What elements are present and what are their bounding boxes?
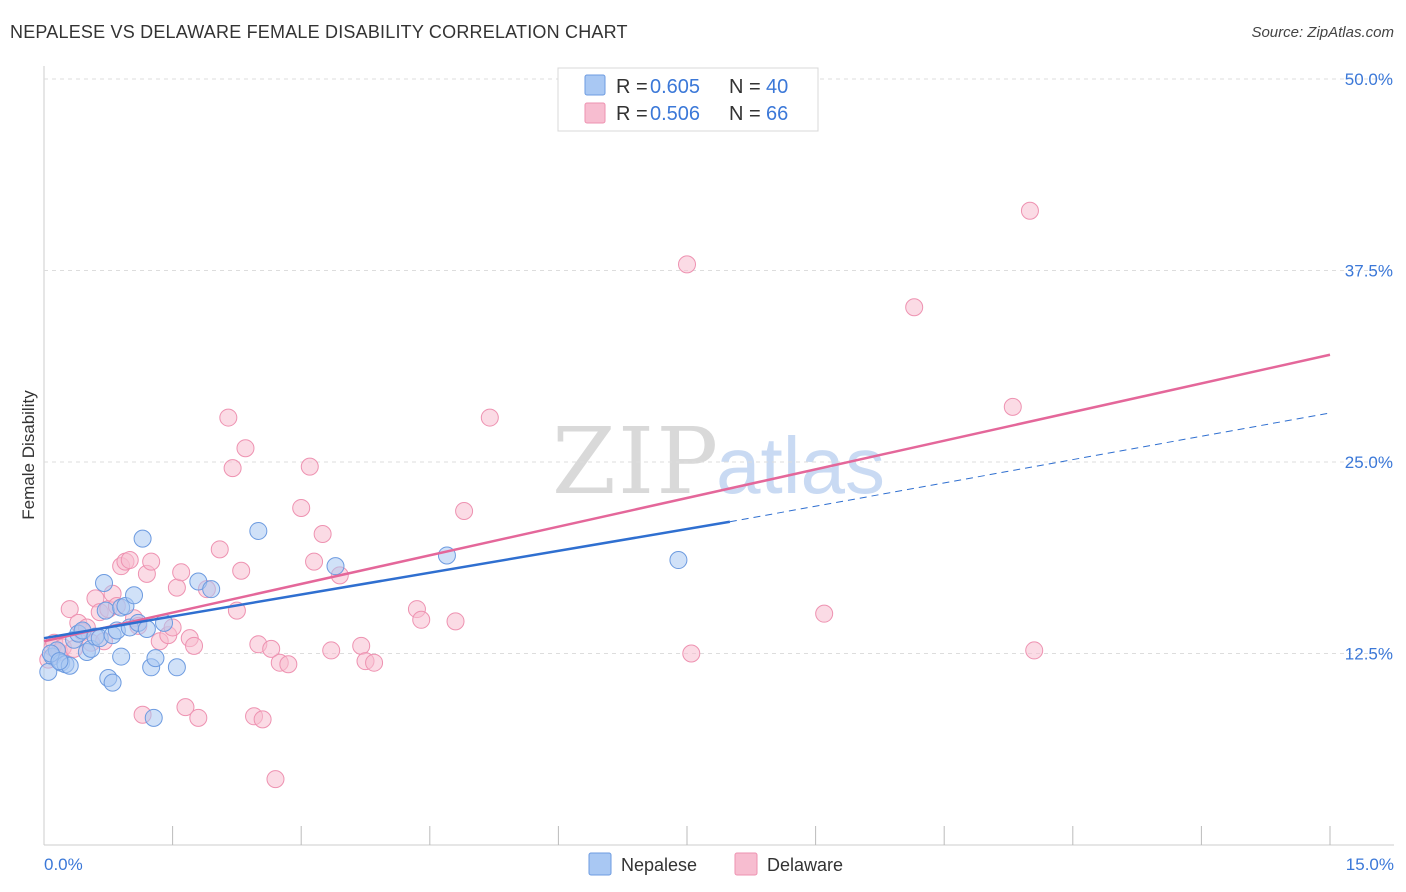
legend-n-label-nepalese: N = <box>729 76 761 98</box>
legend-r-label-delaware: R = <box>616 103 648 125</box>
nepalese-point <box>50 652 69 671</box>
nepalese-point <box>144 708 163 727</box>
legend-swatch-delaware <box>584 102 606 124</box>
nepalese-point <box>326 557 345 576</box>
y-axis-title: Female Disability <box>19 390 38 520</box>
delaware-point <box>292 498 311 517</box>
delaware-point <box>236 439 255 458</box>
y-tick-label: 12.5% <box>1345 645 1393 664</box>
delaware-point <box>1025 641 1044 660</box>
delaware-point <box>455 502 474 521</box>
series-legend-label-nepalese: Nepalese <box>621 855 697 875</box>
legend: R = 0.605 N = 40 R = 0.506 N = 66 <box>557 67 819 132</box>
nepalese-point <box>146 649 165 668</box>
delaware-point <box>172 563 191 582</box>
delaware-points <box>39 201 1044 789</box>
delaware-point <box>1020 201 1039 220</box>
y-axis-tick-labels: 12.5% 25.0% 37.5% 50.0% <box>1345 70 1393 664</box>
nepalese-point <box>133 529 152 548</box>
delaware-point <box>480 408 499 427</box>
delaware-point <box>305 552 324 571</box>
y-tick-label: 37.5% <box>1345 262 1393 281</box>
delaware-point <box>167 578 186 597</box>
chart-source: Source: ZipAtlas.com <box>1251 24 1394 41</box>
legend-r-value-nepalese: 0.605 <box>650 76 700 98</box>
legend-r-value-delaware: 0.506 <box>650 103 700 125</box>
delaware-point <box>279 655 298 674</box>
delaware-trend-line <box>43 353 1331 643</box>
delaware-point <box>905 298 924 317</box>
delaware-point <box>185 636 204 655</box>
nepalese-point <box>249 521 268 540</box>
delaware-point <box>682 644 701 663</box>
nepalese-point <box>95 574 114 593</box>
series-legend-swatch-delaware <box>734 852 758 876</box>
x-tick-label-max: 15.0% <box>1346 855 1394 874</box>
delaware-point <box>210 540 229 559</box>
nepalese-points <box>39 521 688 727</box>
legend-n-value-nepalese: 40 <box>766 76 788 98</box>
delaware-point <box>446 612 465 631</box>
delaware-point <box>300 457 319 476</box>
x-axis-ticks <box>172 826 1331 845</box>
delaware-point <box>266 770 285 789</box>
watermark-atlas: atlas <box>716 421 885 510</box>
nepalese-point <box>112 647 131 666</box>
y-tick-label: 50.0% <box>1345 70 1393 89</box>
delaware-point <box>262 639 281 658</box>
delaware-point <box>1003 397 1022 416</box>
x-tick-label-min: 0.0% <box>44 855 83 874</box>
nepalese-point <box>103 673 122 692</box>
delaware-point <box>142 552 161 571</box>
delaware-point <box>223 459 242 478</box>
delaware-point <box>322 641 341 660</box>
nepalese-trend-line <box>43 520 731 640</box>
delaware-point <box>176 698 195 717</box>
legend-n-label-delaware: N = <box>729 103 761 125</box>
nepalese-point <box>125 586 144 605</box>
nepalese-point <box>202 580 221 599</box>
delaware-point <box>313 525 332 544</box>
trend-lines <box>43 353 1331 643</box>
series-legend-swatch-nepalese <box>588 852 612 876</box>
delaware-point <box>365 653 384 672</box>
delaware-point <box>678 255 696 274</box>
delaware-point <box>412 610 431 629</box>
chart-title: NEPALESE VS DELAWARE FEMALE DISABILITY C… <box>10 22 628 42</box>
delaware-point <box>219 408 238 427</box>
delaware-point <box>232 561 251 580</box>
nepalese-point <box>39 662 58 681</box>
delaware-point <box>60 600 79 619</box>
delaware-point <box>352 636 371 655</box>
delaware-point <box>189 708 208 727</box>
nepalese-point <box>137 619 156 638</box>
legend-n-value-delaware: 66 <box>766 103 788 125</box>
series-legend: Nepalese Delaware <box>588 852 843 876</box>
series-legend-label-delaware: Delaware <box>767 855 843 875</box>
delaware-point <box>120 551 139 570</box>
nepalese-point <box>167 658 186 677</box>
nepalese-point <box>669 551 688 570</box>
legend-r-label-nepalese: R = <box>616 76 648 98</box>
legend-swatch-nepalese <box>584 74 606 96</box>
nepalese-trend-extension <box>729 412 1331 523</box>
delaware-point <box>815 604 834 623</box>
y-tick-label: 25.0% <box>1345 453 1393 472</box>
delaware-point <box>253 710 272 729</box>
nepalese-point <box>96 601 115 620</box>
